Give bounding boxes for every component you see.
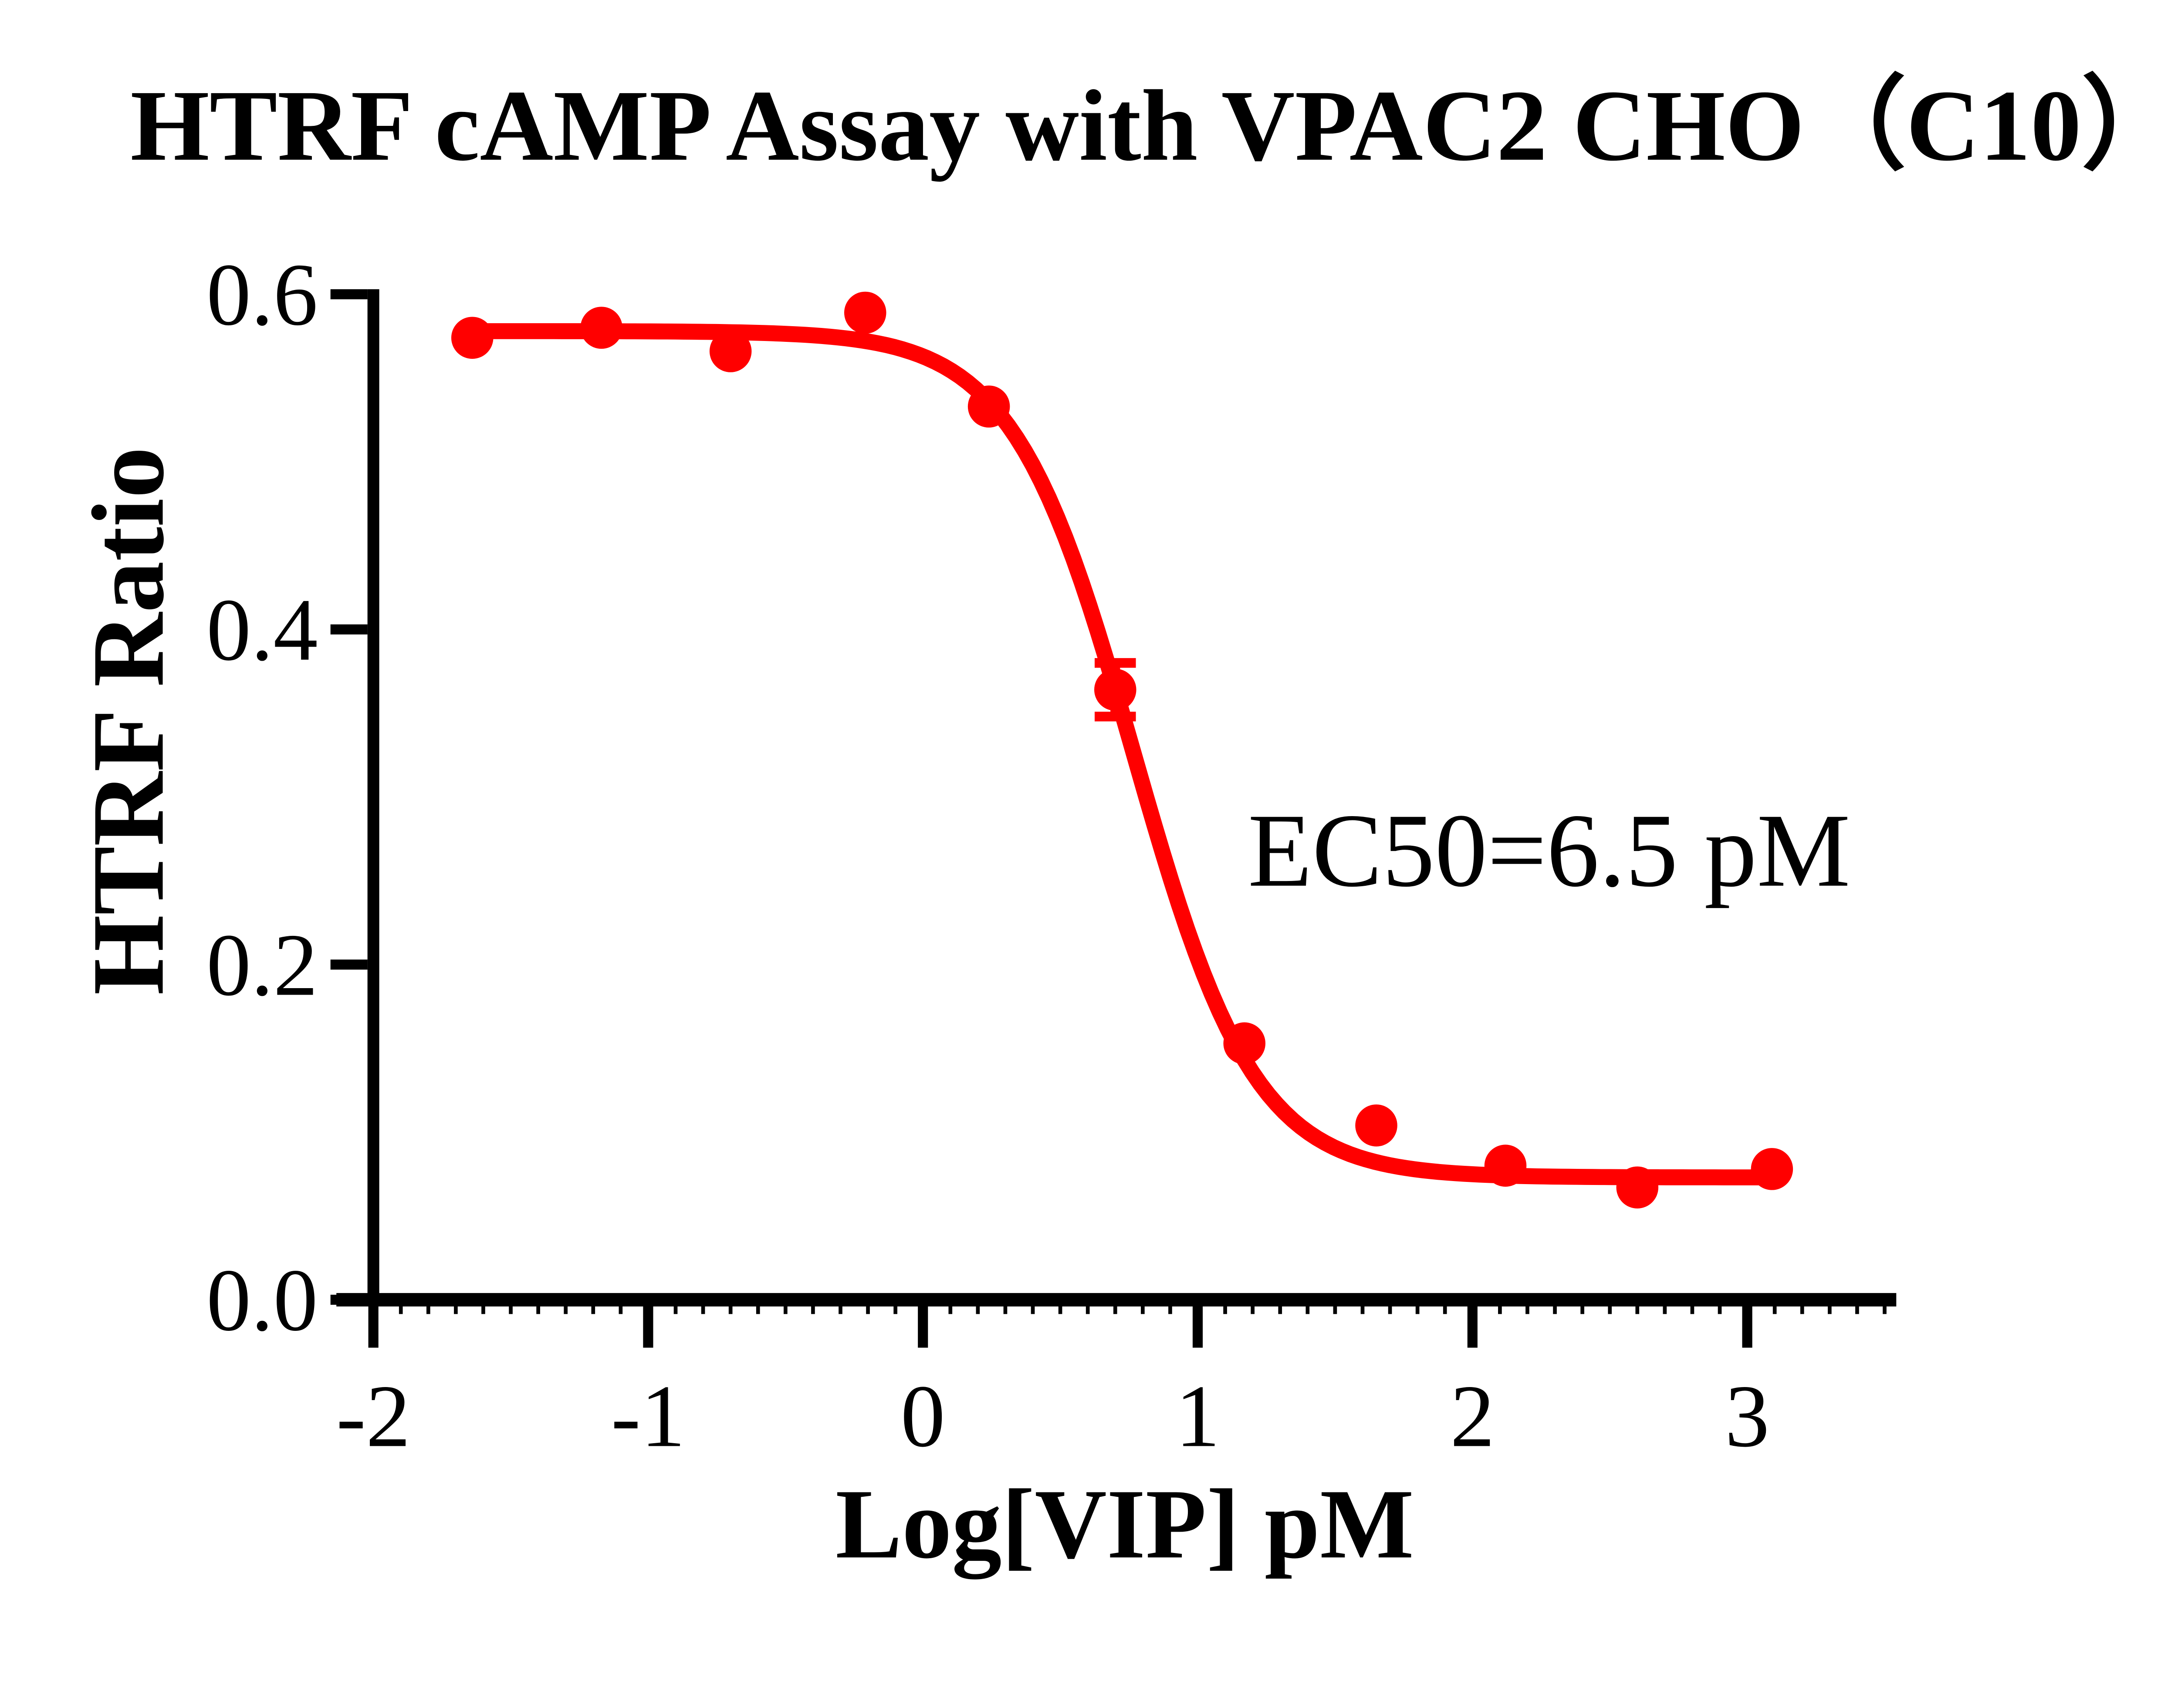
data-point: [1484, 1144, 1527, 1187]
x-tick-label: 1: [1175, 1367, 1220, 1465]
chart-figure: HTRF cAMP Assay with VPAC2 CHO（C10） Log[…: [71, 69, 2178, 1580]
x-axis-label: Log[VIP] pM: [835, 1469, 1414, 1580]
data-point: [967, 385, 1010, 428]
y-tick-label: 0.6: [206, 246, 318, 344]
y-tick-label: 0.4: [206, 581, 318, 679]
data-point: [1751, 1148, 1793, 1190]
y-axis-label: HTRF Ratio: [71, 447, 186, 995]
data-point: [1223, 1022, 1266, 1065]
data-point: [1355, 1104, 1397, 1147]
dose-response-chart: HTRF cAMP Assay with VPAC2 CHO（C10） Log[…: [71, 69, 2178, 1580]
data-point: [580, 307, 622, 349]
x-tick-label: 0: [901, 1367, 945, 1465]
data-point: [709, 330, 752, 372]
y-tick-label: 0.0: [206, 1251, 318, 1350]
fit-curve: [464, 323, 1780, 1185]
data-point: [1616, 1166, 1659, 1208]
data-point: [451, 317, 494, 359]
data-point: [844, 291, 886, 334]
plot-area: -2 -1 0 1 2 3 0.0 0.2 0.4 0.6: [206, 246, 1897, 1465]
x-tick-label: 3: [1725, 1367, 1769, 1465]
y-tick-label: 0.2: [206, 916, 318, 1014]
x-tick-label: 2: [1450, 1367, 1495, 1465]
data-point: [1094, 668, 1136, 711]
x-tick-label: -1: [611, 1367, 685, 1465]
chart-title: HTRF cAMP Assay with VPAC2 CHO（C10）: [130, 69, 2178, 182]
x-tick-label: -2: [336, 1367, 410, 1465]
ec50-annotation: EC50=6.5 pM: [1248, 793, 1850, 909]
